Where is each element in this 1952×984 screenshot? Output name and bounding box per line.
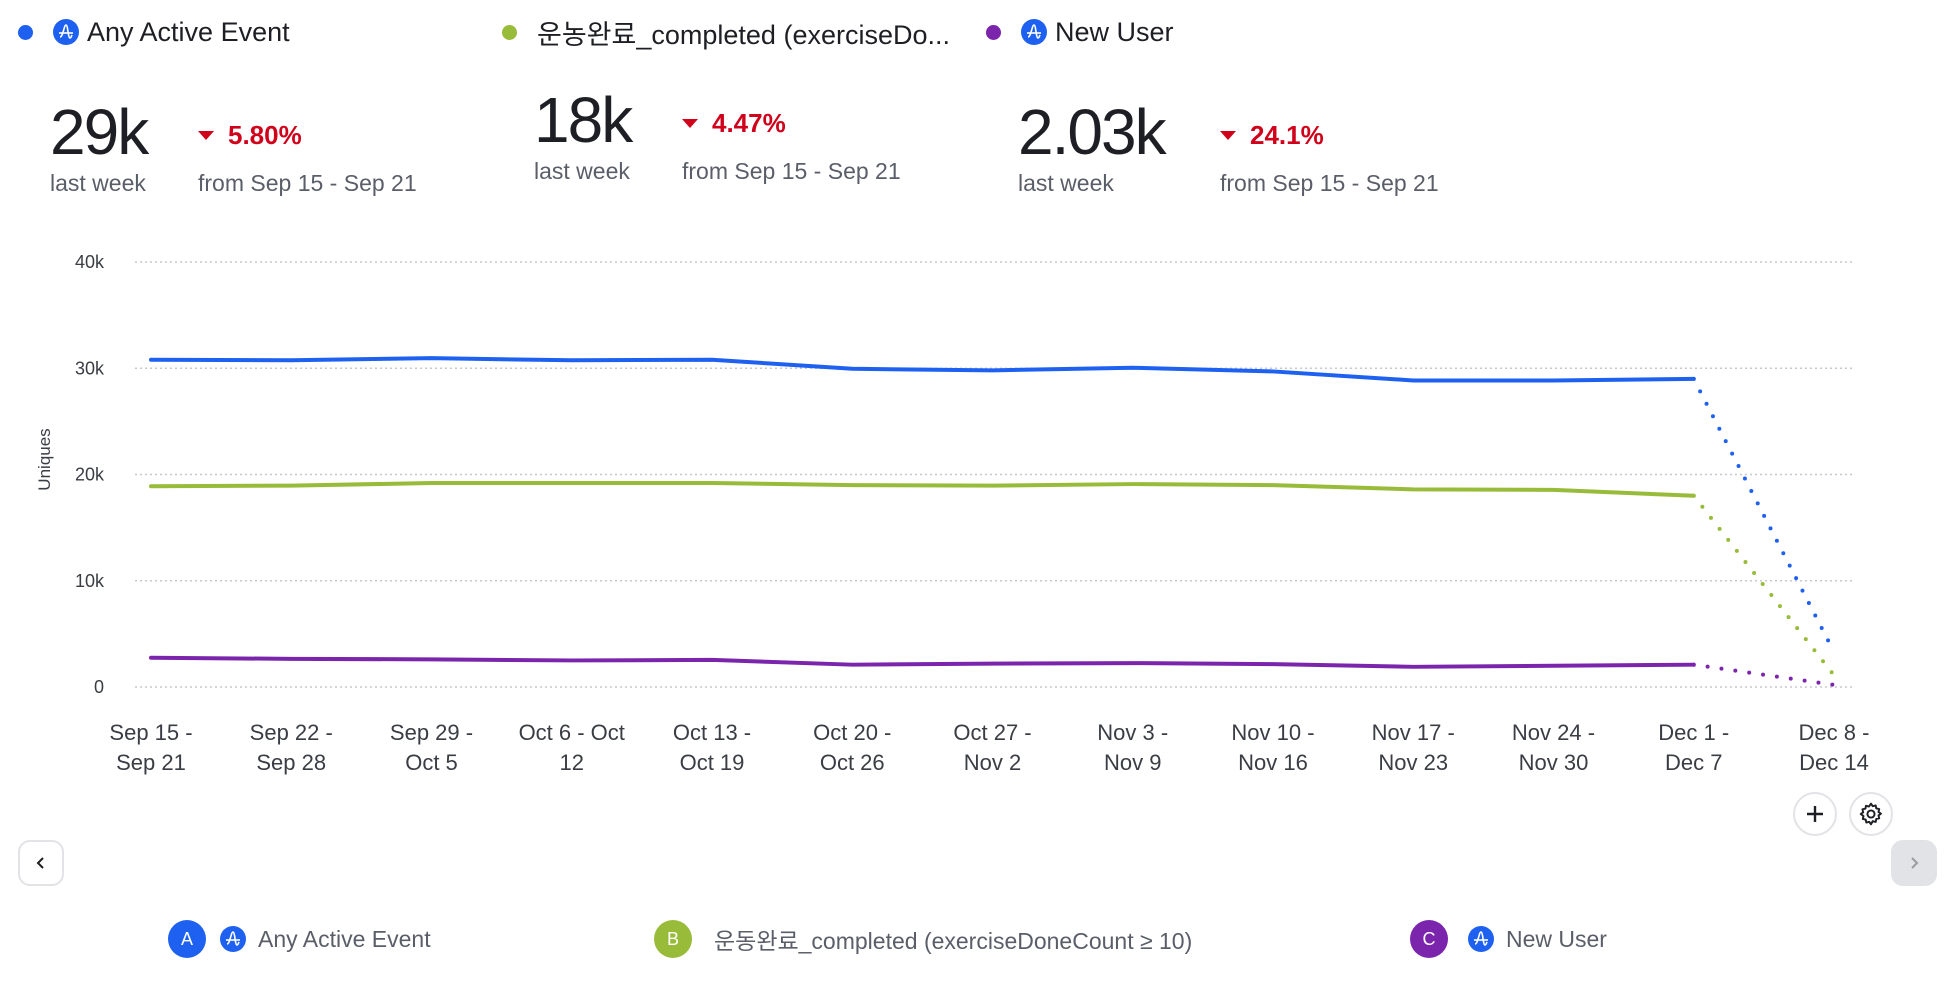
- y-tick-label: 0: [94, 677, 104, 697]
- kpi-change-value: 4.47%: [712, 108, 786, 138]
- kpi-period: last week: [534, 158, 630, 184]
- amplitude-icon: [1021, 19, 1047, 45]
- kpi-change-value: 5.80%: [228, 120, 302, 150]
- previous-page-button[interactable]: [18, 840, 64, 886]
- y-tick-label: 40k: [75, 252, 105, 272]
- series-badge: B: [654, 920, 692, 958]
- kpi-compare-period: from Sep 15 - Sep 21: [1220, 170, 1439, 196]
- grid-layer: [135, 261, 1855, 688]
- x-tick-label: Dec 8 -Dec 14: [1799, 720, 1870, 775]
- series-a-dot-icon: [18, 24, 33, 40]
- series-line: [149, 655, 1696, 669]
- x-tick-label: Sep 15 -Sep 21: [109, 720, 192, 775]
- series-1: [149, 481, 1836, 678]
- y-tick-label: 10k: [75, 571, 105, 591]
- kpi-change-value: 24.1%: [1250, 120, 1324, 150]
- series-incomplete-segment: [1691, 493, 1836, 678]
- bottom-legend-label-c: New User: [1506, 925, 1607, 952]
- kpi-period: last week: [50, 170, 146, 196]
- y-axis-ticks: 0 10k 20k 30k 40k: [75, 252, 105, 697]
- y-axis-label: Uniques: [35, 428, 54, 490]
- x-tick-label: Dec 1 -Dec 7: [1658, 720, 1729, 775]
- chart-settings-button[interactable]: [1849, 792, 1893, 836]
- top-legend: Any Active Event 운농완료_completed (exercis…: [0, 12, 1952, 52]
- bottom-legend-item-c[interactable]: C New User: [1410, 919, 1607, 959]
- kpi-value: 18k: [534, 84, 633, 156]
- add-chart-button[interactable]: [1793, 792, 1837, 836]
- x-tick-label: Nov 17 -Nov 23: [1372, 720, 1455, 775]
- series-badge: A: [168, 920, 206, 958]
- series-line: [149, 481, 1696, 498]
- down-triangle-icon: [1220, 131, 1236, 140]
- series-layer: [149, 356, 1836, 687]
- y-tick-label: 30k: [75, 358, 105, 378]
- series-2: [149, 655, 1836, 687]
- top-legend-label-a: Any Active Event: [87, 16, 290, 47]
- series-incomplete-segment: [1691, 376, 1836, 654]
- x-tick-label: Oct 27 -Nov 2: [953, 720, 1031, 775]
- series-line: [149, 356, 1696, 383]
- gear-icon: [1859, 802, 1882, 826]
- y-tick-label: 20k: [75, 465, 105, 485]
- down-triangle-icon: [682, 119, 698, 128]
- x-tick-label: Oct 6 - Oct 12: [519, 720, 625, 775]
- next-page-button[interactable]: [1891, 840, 1937, 886]
- series-c-dot-icon: [986, 24, 1001, 40]
- top-legend-label-c: New User: [1055, 16, 1174, 47]
- chevron-right-icon: [1911, 857, 1919, 869]
- bottom-legend-item-a[interactable]: A Any Active Event: [168, 919, 431, 959]
- x-tick-label: Nov 3 -Nov 9: [1097, 720, 1168, 775]
- top-legend-label-b: 운농완료_completed (exerciseDo...: [537, 19, 950, 50]
- series-0: [149, 356, 1836, 654]
- kpi-value: 29k: [50, 96, 149, 168]
- series-incomplete-segment: [1691, 662, 1836, 687]
- kpi-change: 4.47%: [682, 108, 786, 139]
- series-badge: C: [1410, 920, 1448, 958]
- x-tick-label: Nov 10 -Nov 16: [1231, 720, 1314, 775]
- plus-icon: [1807, 806, 1823, 822]
- x-tick-label: Sep 22 -Sep 28: [250, 720, 333, 775]
- bottom-legend-label-b: 운동완료_completed (exerciseDoneCount ≥ 10): [714, 928, 1193, 954]
- kpi-change: 24.1%: [1220, 120, 1324, 151]
- kpi-period: last week: [1018, 170, 1114, 196]
- x-tick-label: Sep 29 -Oct 5: [390, 720, 473, 775]
- top-legend-item-c[interactable]: New User: [986, 12, 1174, 52]
- down-triangle-icon: [198, 131, 214, 140]
- bottom-legend-label-a: Any Active Event: [258, 925, 431, 952]
- x-tick-label: Oct 13 -Oct 19: [673, 720, 751, 775]
- x-tick-label: Nov 24 -Nov 30: [1512, 720, 1595, 775]
- top-legend-item-a[interactable]: Any Active Event: [18, 12, 290, 52]
- amplitude-icon: [53, 19, 79, 45]
- top-legend-item-b[interactable]: 운농완료_completed (exerciseDo...: [502, 12, 950, 52]
- x-axis-ticks: Sep 15 -Sep 21 Sep 22 -Sep 28 Sep 29 -Oct …: [109, 720, 1869, 775]
- kpi-value: 2.03k: [1018, 96, 1167, 168]
- bottom-legend-item-b[interactable]: B 운동완료_completed (exerciseDoneCount ≥ 10…: [654, 919, 1192, 959]
- chevron-left-icon: [36, 857, 44, 869]
- amplitude-icon: [220, 926, 246, 952]
- x-tick-label: Oct 20 -Oct 26: [813, 720, 891, 775]
- amplitude-icon: [1468, 926, 1494, 952]
- kpi-compare-period: from Sep 15 - Sep 21: [198, 170, 417, 196]
- kpi-change: 5.80%: [198, 120, 302, 151]
- series-b-dot-icon: [502, 24, 517, 40]
- kpi-compare-period: from Sep 15 - Sep 21: [682, 158, 901, 184]
